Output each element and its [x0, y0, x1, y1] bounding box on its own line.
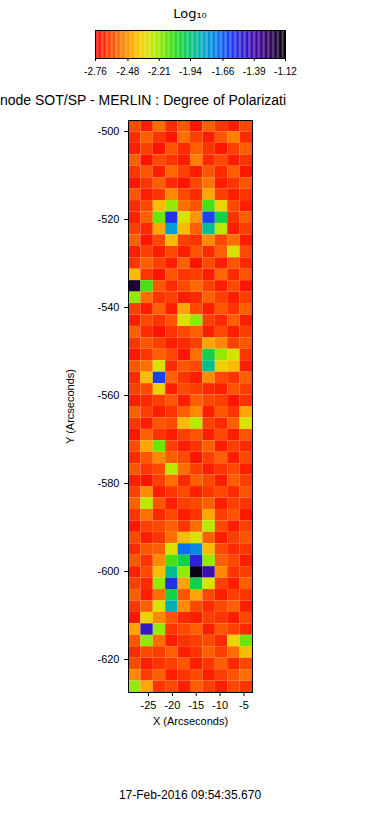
- svg-text:-5: -5: [239, 699, 249, 711]
- svg-text:-600: -600: [97, 565, 119, 577]
- html-text:node SOT/SP - MERLIN : Degree: node SOT/SP - MERLIN : Degree of Polariz…: [0, 92, 287, 108]
- svg-text:-620: -620: [97, 653, 119, 665]
- svg-text:-540: -540: [97, 301, 119, 313]
- svg-text:-2.76: -2.76: [84, 66, 107, 77]
- svg-text:-500: -500: [97, 125, 119, 137]
- svg-text:-20: -20: [164, 699, 180, 711]
- svg-text:-1.94: -1.94: [179, 66, 202, 77]
- svg-text:-580: -580: [97, 477, 119, 489]
- html-text:Log₁₀: Log₁₀: [173, 6, 207, 21]
- html-text:17-Feb-2016 09:54:35.670: 17-Feb-2016 09:54:35.670: [118, 788, 262, 802]
- svg-text:-1.66: -1.66: [212, 66, 235, 77]
- svg-text:-560: -560: [97, 389, 119, 401]
- svg-text:-2.48: -2.48: [117, 66, 140, 77]
- svg-text:Y (Arcseconds): Y (Arcseconds): [64, 369, 76, 444]
- svg-text:-1.39: -1.39: [243, 66, 266, 77]
- svg-text:-520: -520: [97, 213, 119, 225]
- svg-text:-1.12: -1.12: [274, 66, 297, 77]
- svg-text:-10: -10: [212, 699, 228, 711]
- svg-text:-15: -15: [188, 699, 204, 711]
- svg-text:-25: -25: [141, 699, 157, 711]
- svg-text:X (Arcseconds): X (Arcseconds): [153, 715, 228, 727]
- svg-text:-2.21: -2.21: [148, 66, 171, 77]
